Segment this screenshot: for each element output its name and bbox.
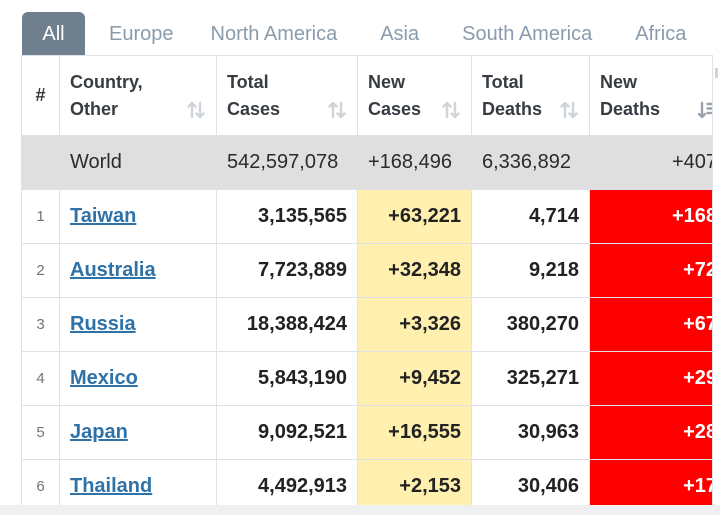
table-row: 5 Japan 9,092,521 +16,555 30,963 +28 [21,405,720,460]
header-total-cases[interactable]: Total Cases [216,55,358,136]
table-row: 4 Mexico 5,843,190 +9,452 325,271 +29 [21,351,720,406]
country-link[interactable]: Mexico [70,367,138,389]
world-total-deaths: 6,336,892 [471,135,590,190]
horizontal-scrollbar[interactable] [0,505,720,515]
row-total-deaths: 325,271 [471,351,590,406]
sort-icon[interactable] [327,100,347,120]
row-index: 3 [21,297,60,352]
table-row: 3 Russia 18,388,424 +3,326 380,270 +67 [21,297,720,352]
world-country: World [59,135,217,190]
header-index: # [21,55,60,136]
tab-africa[interactable]: Africa [635,22,687,45]
header-country[interactable]: Country, Other [59,55,217,136]
header-country-label: Country, Other [70,71,143,119]
row-total-deaths: 30,406 [471,459,590,514]
country-link[interactable]: Australia [70,259,156,281]
header-total-deaths-label: Total Deaths [482,71,543,119]
row-new-cases: +9,452 [357,351,472,406]
sort-icon[interactable] [186,100,206,120]
row-new-cases: +63,221 [357,189,472,244]
row-country-cell: Russia [59,297,217,352]
sort-descending-icon[interactable] [697,100,717,120]
row-new-deaths: +168 [589,189,720,244]
table-row: 6 Thailand 4,492,913 +2,153 30,406 +17 [21,459,720,514]
world-total-cases: 542,597,078 [216,135,358,190]
row-new-deaths: +67 [589,297,720,352]
row-total-deaths: 4,714 [471,189,590,244]
row-total-deaths: 9,218 [471,243,590,298]
header-row: # Country, Other Total Cases [21,55,720,136]
world-new-deaths: +407 [589,135,720,190]
row-new-cases: +3,326 [357,297,472,352]
row-index: 4 [21,351,60,406]
row-new-deaths: +72 [589,243,720,298]
header-total-deaths[interactable]: Total Deaths [471,55,590,136]
header-new-deaths-label: New Deaths [600,71,661,119]
cases-table: # Country, Other Total Cases [21,55,720,514]
row-total-cases: 7,723,889 [216,243,358,298]
row-total-deaths: 30,963 [471,405,590,460]
row-index: 1 [21,189,60,244]
header-index-label: # [35,85,46,106]
row-index: 5 [21,405,60,460]
country-link[interactable]: Russia [70,313,136,335]
tab-europe[interactable]: Europe [109,22,174,45]
header-new-cases-label: New Cases [368,71,422,119]
tab-asia[interactable]: Asia [380,22,420,45]
country-link[interactable]: Thailand [70,475,153,497]
tab-north-america[interactable]: North America [210,22,338,45]
header-new-cases[interactable]: New Cases [357,55,472,136]
row-country-cell: Australia [59,243,217,298]
tab-south-america[interactable]: South America [462,22,593,45]
row-country-cell: Japan [59,405,217,460]
row-total-deaths: 380,270 [471,297,590,352]
header-total-cases-label: Total Cases [227,71,281,119]
row-new-cases: +2,153 [357,459,472,514]
table-row: 1 Taiwan 3,135,565 +63,221 4,714 +168 [21,189,720,244]
country-link[interactable]: Japan [70,421,128,443]
row-new-deaths: +17 [589,459,720,514]
world-index [21,135,60,190]
world-new-cases: +168,496 [357,135,472,190]
row-total-cases: 18,388,424 [216,297,358,352]
table-row: 2 Australia 7,723,889 +32,348 9,218 +72 [21,243,720,298]
row-new-deaths: +29 [589,351,720,406]
row-country-cell: Taiwan [59,189,217,244]
tab-all[interactable]: All [22,12,85,56]
sort-icon[interactable] [559,100,579,120]
world-row: World 542,597,078 +168,496 6,336,892 +40… [21,135,720,190]
row-index: 2 [21,243,60,298]
row-total-cases: 5,843,190 [216,351,358,406]
header-new-deaths[interactable]: New Deaths [589,55,720,136]
row-total-cases: 3,135,565 [216,189,358,244]
country-link[interactable]: Taiwan [70,205,137,227]
row-new-cases: +32,348 [357,243,472,298]
sort-icon[interactable] [441,100,461,120]
next-column-header-fragment [715,68,718,78]
row-country-cell: Thailand [59,459,217,514]
row-country-cell: Mexico [59,351,217,406]
row-total-cases: 9,092,521 [216,405,358,460]
region-tabs: All Europe North America Asia South Amer… [22,12,686,56]
next-column-edge [712,55,720,505]
row-new-deaths: +28 [589,405,720,460]
row-new-cases: +16,555 [357,405,472,460]
